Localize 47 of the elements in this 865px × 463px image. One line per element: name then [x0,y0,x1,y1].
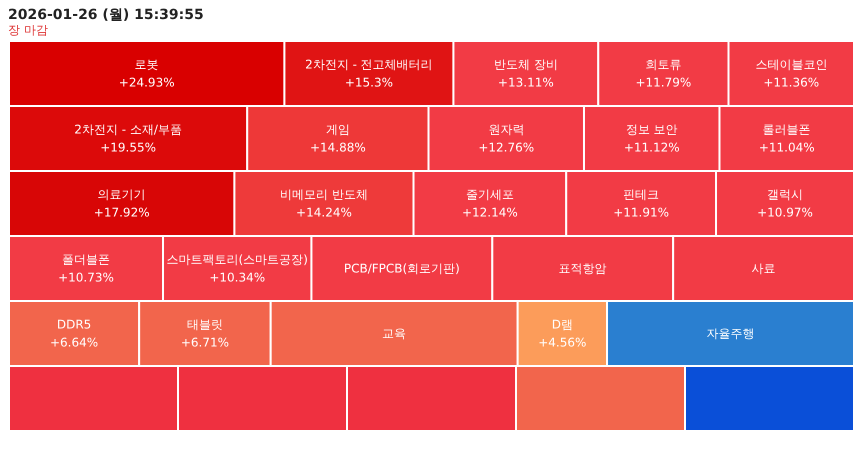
category-label: D램 [552,318,573,332]
category-label: 스테이블코인 [755,58,828,72]
category-label: 2차전지 - 소재/부품 [74,122,182,136]
category-label: 핀테크 [623,188,660,202]
category-label: 원자력 [488,122,524,136]
text: 장 마감 [8,23,48,37]
category-label: 교육 [382,326,406,340]
category-label: 희토류 [645,58,682,72]
category-label: 비메모리 반도체 [280,188,368,202]
data-label: +6.64% [50,336,98,350]
data-label: +11.36% [763,76,820,90]
data-label: +11.79% [635,76,692,90]
data-label: +15.3% [344,76,394,90]
category-label: 정보 보안 [626,122,678,136]
category-label: 2차전지 - 전고체배터리 [305,58,433,72]
category-label: 의료기기 [98,188,146,202]
data-label: +6.71% [180,336,230,350]
category-label: 로봇 [134,58,159,72]
data-label: +11.04% [758,140,815,154]
category-label: 스마트팩토리(스마트공장) [166,252,308,266]
data-label: +11.12% [624,140,680,154]
text: 2026-01-26 (월) 15:39:55 [8,7,204,23]
data-label: +19.55% [100,140,156,154]
data-label: +14.24% [296,206,352,220]
category-label: 반도체 장비 [494,58,558,72]
category-label: 갤럭시 [767,188,804,202]
category-label: 표적항암 [558,262,607,276]
data-label: +10.34% [209,270,266,284]
data-label: +11.91% [613,206,670,220]
data-label: +10.97% [757,206,813,220]
data-label: +13.11% [498,76,554,90]
category-label: 사료 [752,262,776,276]
data-label: +17.92% [94,206,150,220]
category-label: 폴더블폰 [62,252,110,266]
data-label: +12.76% [478,140,534,154]
data-label: +14.88% [310,140,366,154]
category-label: 게임 [326,122,350,136]
data-label: +10.73% [58,270,114,284]
category-label: 자율주행 [706,326,755,340]
data-label: +24.93% [118,76,175,90]
category-label: 태블릿 [186,318,223,332]
data-label: +4.56% [538,336,586,350]
category-label: 롤러블폰 [762,122,811,136]
data-label: +12.14% [462,206,518,220]
category-label: DDR5 [56,318,92,332]
category-label: PCB/FPCB(회로기판) [344,262,460,276]
category-label: 줄기세포 [466,188,514,202]
